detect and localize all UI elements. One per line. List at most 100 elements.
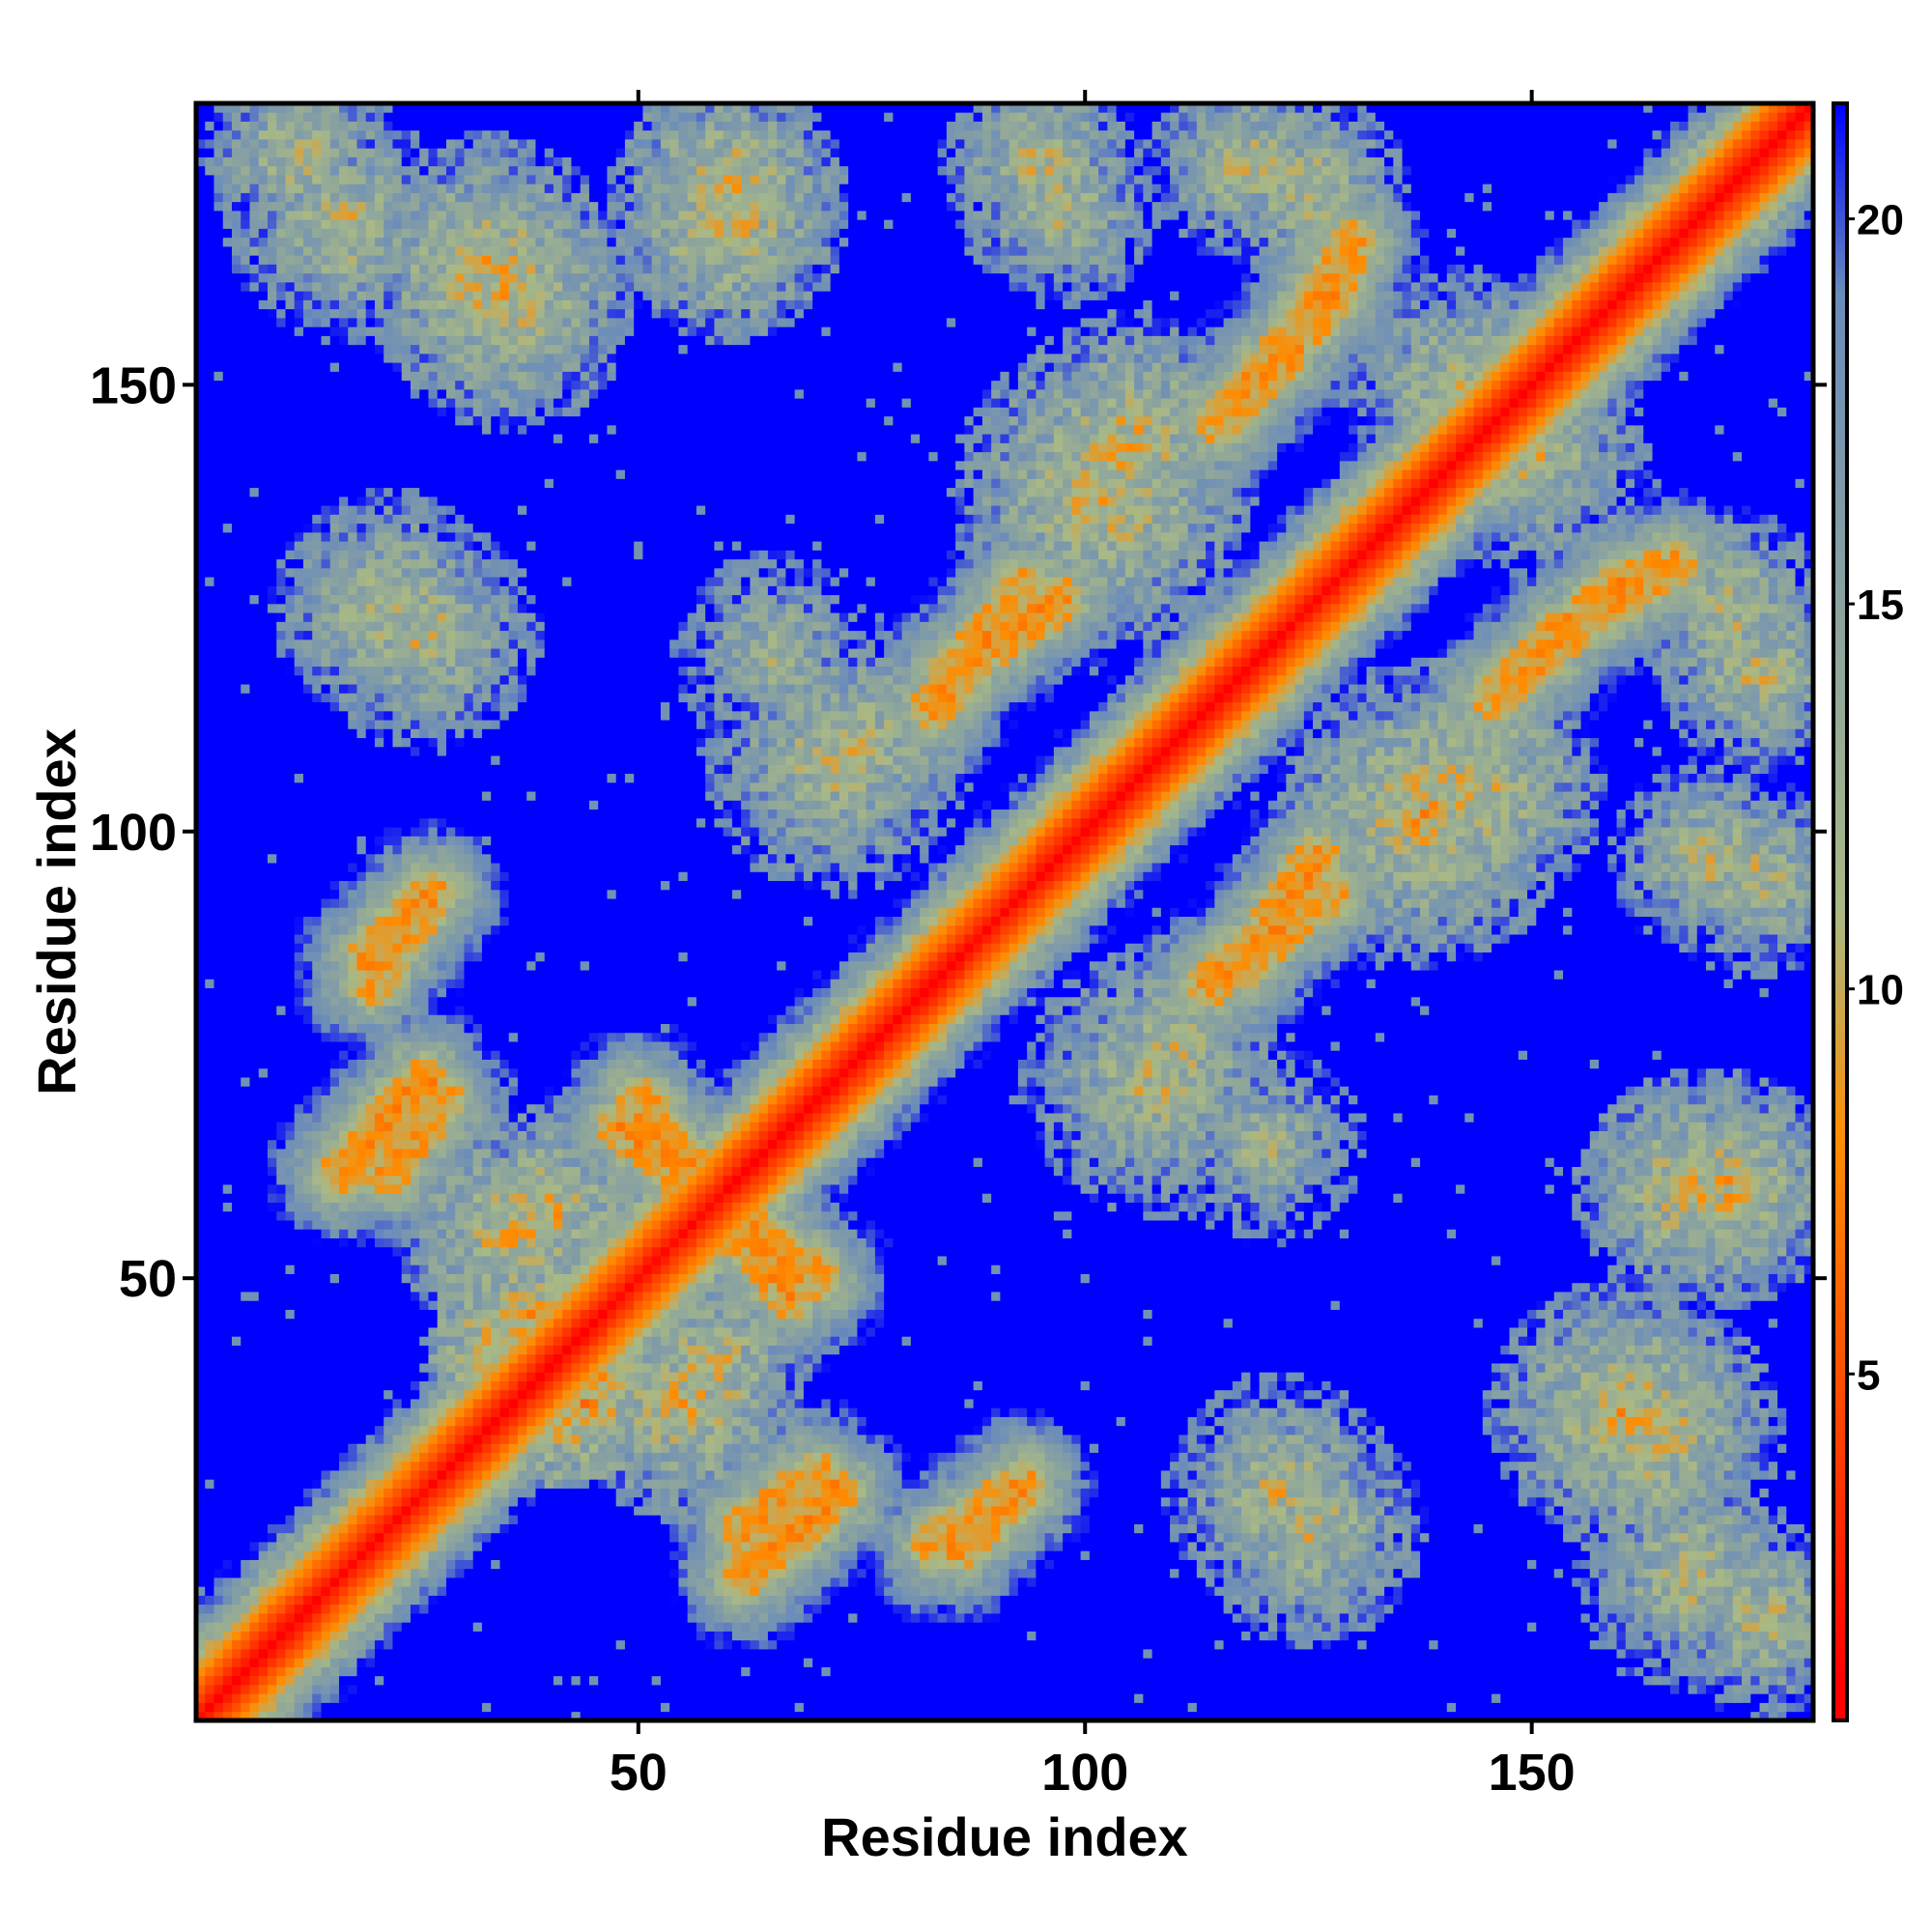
heatmap-cell bbox=[473, 1542, 483, 1551]
heatmap-cell bbox=[1090, 1560, 1099, 1570]
heatmap-cell bbox=[1724, 1596, 1734, 1605]
heatmap-cell bbox=[1214, 1489, 1224, 1498]
heatmap-cell bbox=[491, 1550, 500, 1560]
heatmap-cell bbox=[1331, 1569, 1341, 1578]
heatmap-cell bbox=[562, 1605, 572, 1614]
heatmap-cell bbox=[920, 1640, 929, 1650]
heatmap-cell bbox=[991, 1586, 1001, 1596]
heatmap-cell bbox=[1403, 1640, 1412, 1650]
heatmap-cell bbox=[669, 1542, 679, 1551]
heatmap-cell bbox=[1143, 1640, 1152, 1650]
heatmap-cell bbox=[1188, 1622, 1198, 1632]
heatmap-cell bbox=[1081, 1479, 1091, 1489]
heatmap-cell bbox=[1483, 1693, 1492, 1703]
heatmap-cell bbox=[1233, 1676, 1242, 1686]
heatmap-cell bbox=[1447, 1676, 1457, 1686]
heatmap-cell bbox=[1331, 1533, 1341, 1543]
heatmap-cell bbox=[724, 1542, 733, 1551]
heatmap-cell bbox=[795, 1632, 805, 1641]
heatmap-cell bbox=[1009, 1489, 1019, 1498]
heatmap-cell bbox=[732, 1569, 742, 1578]
heatmap-cell bbox=[491, 1596, 500, 1605]
heatmap-cell bbox=[1018, 1470, 1028, 1480]
heatmap-cell bbox=[652, 1524, 662, 1534]
heatmap-cell bbox=[661, 1649, 670, 1659]
heatmap-cell bbox=[1411, 1560, 1421, 1570]
heatmap-cell bbox=[821, 1506, 831, 1516]
heatmap-cell bbox=[1313, 1550, 1322, 1560]
heatmap-cell bbox=[1760, 1569, 1770, 1578]
heatmap-cell bbox=[812, 1577, 822, 1587]
heatmap-cell bbox=[1643, 1515, 1653, 1524]
heatmap-cell bbox=[1063, 1613, 1072, 1623]
heatmap-cell bbox=[384, 1577, 393, 1587]
heatmap-cell bbox=[1071, 1470, 1081, 1480]
heatmap-cell bbox=[795, 1569, 805, 1578]
heatmap-cell bbox=[491, 1506, 500, 1516]
heatmap-cell bbox=[1607, 1560, 1617, 1570]
heatmap-cell bbox=[589, 1632, 599, 1641]
heatmap-cell bbox=[1670, 1596, 1680, 1605]
heatmap-cell bbox=[1679, 1569, 1689, 1578]
heatmap-cell bbox=[1590, 1605, 1600, 1614]
heatmap-cell bbox=[902, 1533, 912, 1543]
heatmap-cell bbox=[1750, 1515, 1760, 1524]
heatmap-cell bbox=[616, 1667, 626, 1677]
heatmap-cell bbox=[1134, 1542, 1144, 1551]
heatmap-cell bbox=[902, 1613, 912, 1623]
heatmap-cell bbox=[545, 1685, 554, 1694]
heatmap-cell bbox=[1546, 1649, 1555, 1659]
heatmap-cell bbox=[518, 1569, 527, 1578]
heatmap-cell bbox=[1054, 1542, 1064, 1551]
heatmap-cell bbox=[804, 1515, 813, 1524]
heatmap-cell bbox=[473, 1470, 483, 1480]
heatmap-cell bbox=[249, 1524, 259, 1534]
heatmap-cell bbox=[1662, 1667, 1671, 1677]
heatmap-cell bbox=[303, 1667, 313, 1677]
heatmap-cell bbox=[581, 1605, 590, 1614]
heatmap-cell bbox=[1492, 1542, 1501, 1551]
heatmap-cell bbox=[1161, 1676, 1171, 1686]
heatmap-cell bbox=[392, 1560, 402, 1570]
heatmap-cell bbox=[1188, 1569, 1198, 1578]
heatmap-cell bbox=[1331, 1550, 1341, 1560]
heatmap-cell bbox=[1456, 1605, 1465, 1614]
heatmap-cell bbox=[446, 1685, 456, 1694]
heatmap-cell bbox=[1590, 1676, 1600, 1686]
heatmap-cell bbox=[642, 1489, 652, 1498]
heatmap-cell bbox=[366, 1649, 376, 1659]
heatmap-cell bbox=[285, 1524, 295, 1534]
heatmap-cell bbox=[285, 1542, 295, 1551]
heatmap-cell bbox=[1170, 1596, 1179, 1605]
heatmap-cell bbox=[1349, 1506, 1358, 1516]
heatmap-cell bbox=[509, 1632, 519, 1641]
heatmap-cell bbox=[1626, 1632, 1635, 1641]
heatmap-cell bbox=[955, 1586, 965, 1596]
heatmap-cell bbox=[893, 1613, 902, 1623]
heatmap-cell bbox=[1188, 1605, 1198, 1614]
heatmap-cell bbox=[1268, 1667, 1278, 1677]
heatmap-cell bbox=[831, 1676, 840, 1686]
heatmap-cell bbox=[724, 1506, 733, 1516]
heatmap-cell bbox=[821, 1632, 831, 1641]
heatmap-cell bbox=[1295, 1479, 1305, 1489]
heatmap-cell bbox=[1027, 1703, 1037, 1713]
heatmap-cell bbox=[223, 1560, 233, 1570]
heatmap-cell bbox=[902, 1524, 912, 1534]
heatmap-cell bbox=[491, 1676, 500, 1686]
heatmap-cell bbox=[321, 1640, 330, 1650]
heatmap-cell bbox=[1689, 1613, 1698, 1623]
heatmap-cell bbox=[669, 1470, 679, 1480]
heatmap-cell bbox=[1670, 1533, 1680, 1543]
heatmap-cell bbox=[696, 1577, 706, 1587]
heatmap-cell bbox=[1214, 1685, 1224, 1694]
heatmap-cell bbox=[696, 1524, 706, 1534]
heatmap-cell bbox=[1331, 1640, 1341, 1650]
heatmap-cell bbox=[348, 1605, 357, 1614]
heatmap-cell bbox=[974, 1596, 983, 1605]
heatmap-cell bbox=[1331, 1613, 1341, 1623]
heatmap-cell bbox=[732, 1622, 742, 1632]
heatmap-cell bbox=[366, 1515, 376, 1524]
heatmap-cell bbox=[241, 1515, 250, 1524]
heatmap-cell bbox=[991, 1640, 1001, 1650]
